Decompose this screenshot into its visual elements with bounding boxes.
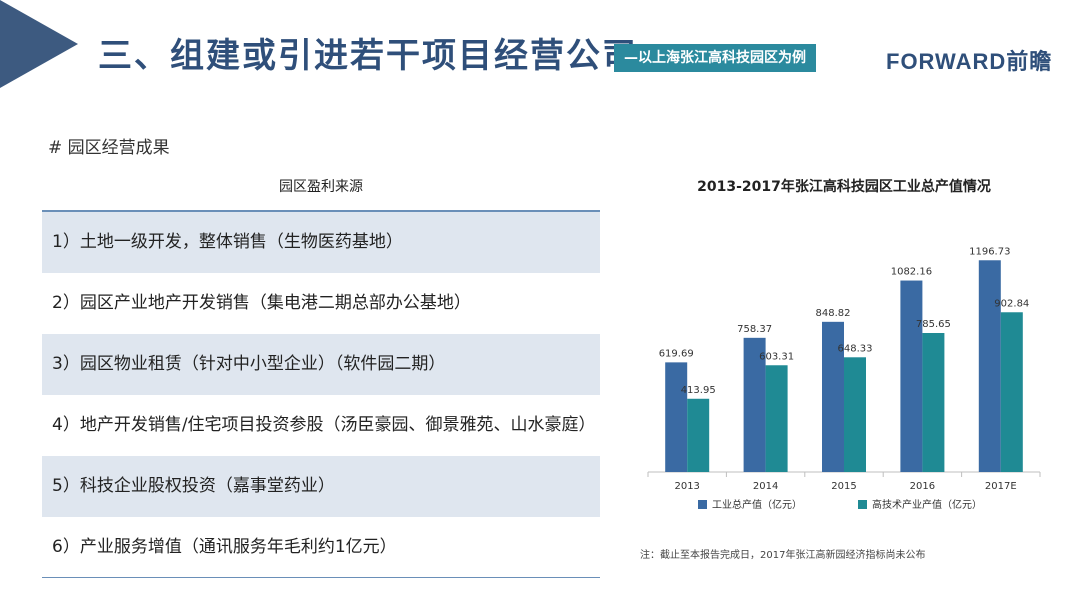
legend-swatch	[698, 500, 707, 509]
x-tick-label: 2015	[831, 481, 856, 492]
legend-swatch	[858, 500, 867, 509]
list-item: 6）产业服务增值（通讯服务年毛利约1亿元）	[52, 537, 397, 557]
list-item: 1）土地一级开发，整体销售（生物医药基地）	[42, 212, 600, 273]
bar-high-tech-output	[765, 365, 788, 472]
bar-industrial-output	[978, 260, 1001, 472]
list-item: 4）地产开发销售/住宅项目投资参股（汤臣豪园、御景雅苑、山水豪庭）	[52, 415, 596, 435]
bar-industrial-output	[822, 321, 844, 472]
corner-decoration	[0, 0, 78, 88]
bar-industrial-output	[665, 362, 688, 472]
data-label: 648.33	[838, 343, 873, 354]
data-label: 619.69	[659, 348, 694, 359]
profit-list-title: 园区盈利来源	[279, 179, 363, 195]
chart-note: 注：截止至本报告完成日，2017年张江高新园经济指标尚未公布	[640, 550, 926, 561]
x-tick-label: 2017E	[985, 481, 1017, 492]
bar-high-tech-output	[687, 398, 710, 472]
bar-high-tech-output	[844, 357, 866, 472]
bar-industrial-output	[743, 337, 766, 472]
x-tick-label: 2014	[753, 481, 778, 492]
bar-high-tech-output	[922, 333, 945, 472]
page-title: 三、组建或引进若干项目经营公司	[98, 36, 638, 76]
brand-logo: FORWARD前瞻	[886, 49, 1053, 74]
x-tick-label: 2016	[910, 481, 935, 492]
section-heading: # 园区经营成果	[48, 138, 170, 158]
data-label: 785.65	[916, 319, 951, 330]
data-label: 1196.73	[969, 246, 1010, 257]
bar-chart: 619.69 413.95 2013 758.37 603.31 2014 848.82 64…	[647, 246, 1041, 511]
profit-list-bottom-divider	[42, 577, 600, 578]
chart-title: 2013-2017年张江高科技园区工业总产值情况	[697, 179, 991, 195]
data-label: 848.82	[816, 308, 851, 319]
list-item: 3）园区物业租赁（针对中小型企业）（软件园二期）	[42, 334, 600, 395]
data-label: 603.31	[759, 351, 794, 362]
profit-list-top-divider	[42, 210, 600, 212]
profit-list: 1）土地一级开发，整体销售（生物医药基地） 2）园区产业地产开发销售（集电港二期…	[42, 212, 600, 578]
data-label: 758.37	[737, 324, 772, 335]
bar-high-tech-output	[1000, 312, 1023, 472]
subtitle-badge: —以上海张江高科技园区为例	[614, 44, 816, 72]
list-item: 2）园区产业地产开发销售（集电港二期总部办公基地）	[52, 293, 471, 313]
bar-industrial-output	[900, 280, 923, 472]
x-tick-label: 2013	[674, 481, 699, 492]
data-label: 413.95	[681, 385, 716, 396]
legend-label: 高技术产业产值（亿元）	[872, 498, 982, 511]
data-label: 902.84	[994, 298, 1029, 309]
list-item: 5）科技企业股权投资（嘉事堂药业）	[42, 456, 600, 517]
legend-label: 工业总产值（亿元）	[712, 498, 802, 511]
data-label: 1082.16	[891, 267, 932, 278]
